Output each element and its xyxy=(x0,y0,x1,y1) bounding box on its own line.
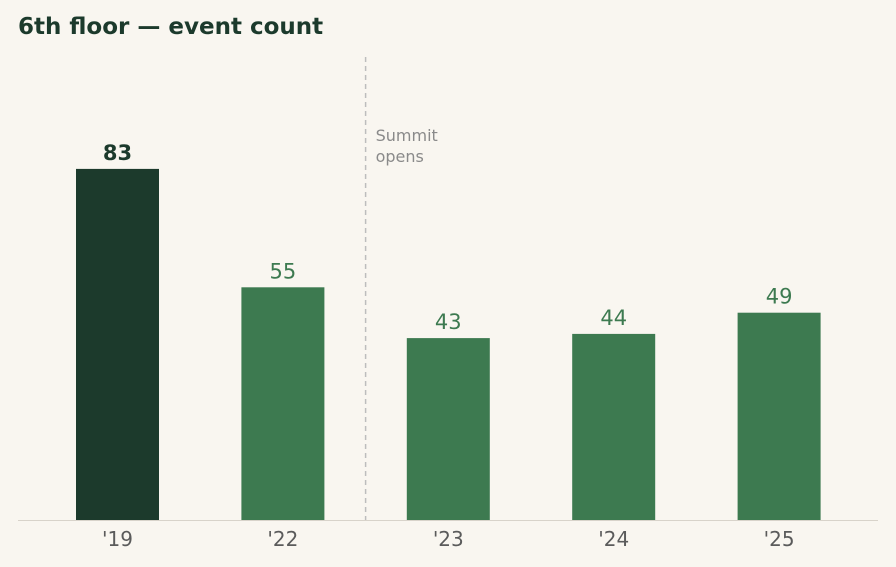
bars-layer xyxy=(76,168,821,520)
annotation-text-line-0: Summit xyxy=(376,126,438,145)
x-tick-label-0: '19 xyxy=(102,527,133,551)
value-label-2: 43 xyxy=(435,310,462,334)
bar-0 xyxy=(76,168,159,520)
x-axis-ticks-layer: '19 '22 '23 '24 '25 xyxy=(102,527,795,551)
bar-4 xyxy=(737,312,821,520)
x-tick-label-3: '24 xyxy=(598,527,629,551)
bar-2 xyxy=(406,338,490,520)
x-tick-label-1: '22 xyxy=(267,527,298,551)
annotation-layer: Summit opens xyxy=(364,57,438,520)
chart-title: 6th floor — event count xyxy=(18,14,324,40)
bar-1 xyxy=(241,287,325,520)
annotation-text-line-1: opens xyxy=(376,147,424,166)
x-tick-label-4: '25 xyxy=(764,527,795,551)
value-label-4: 49 xyxy=(766,285,793,309)
x-tick-label-2: '23 xyxy=(433,527,464,551)
value-labels-layer: 83 55 43 44 49 xyxy=(103,141,793,334)
value-label-3: 44 xyxy=(600,306,627,330)
bar-3 xyxy=(572,333,656,520)
value-label-0: 83 xyxy=(103,141,132,165)
value-label-1: 55 xyxy=(270,259,297,283)
